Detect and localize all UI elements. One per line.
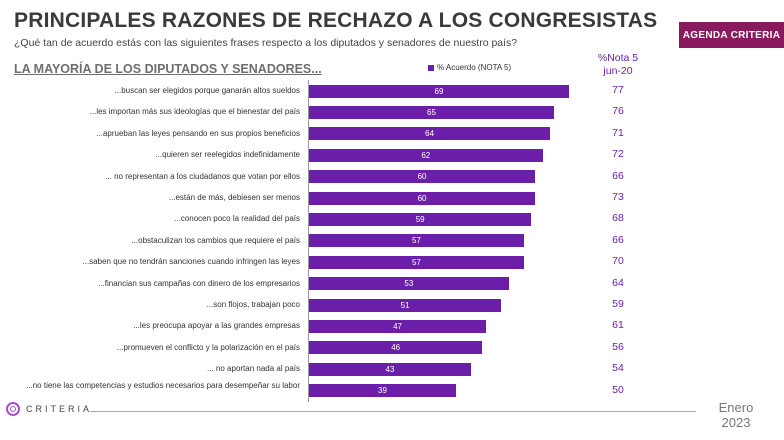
bar: 57 (309, 234, 524, 248)
bar: 65 (309, 105, 554, 119)
comparison-header-line1: %Nota 5 (597, 52, 639, 64)
bar: 46 (309, 341, 483, 355)
category-label: ...están de más, debiesen ser menos (168, 193, 300, 202)
bar-value-label: 57 (411, 236, 421, 246)
category-label: ...conocen poco la realidad del país (174, 214, 300, 224)
bar-value-label: 47 (393, 321, 402, 331)
comparison-value: 72 (612, 148, 624, 161)
bar-value-label: 57 (411, 257, 421, 267)
bar: 51 (309, 298, 502, 312)
bar-value-label: 60 (417, 193, 427, 203)
page-subtitle: ¿Qué tan de acuerdo estás con las siguie… (14, 37, 518, 49)
footer-divider (90, 411, 696, 412)
bar-value-label: 65 (427, 107, 436, 117)
bar: 60 (309, 170, 536, 184)
bar: 60 (309, 191, 536, 205)
legend-label: % Acuerdo (NOTA 5) (437, 63, 512, 72)
bar-value-label: 51 (400, 300, 410, 310)
comparison-value: 70 (612, 255, 624, 268)
bar: 62 (309, 148, 543, 162)
bar-value-label: 43 (385, 364, 395, 374)
bar-value-label: 39 (378, 386, 387, 396)
comparison-header-line2: jun-20 (603, 65, 633, 77)
bar: 57 (309, 255, 524, 269)
category-label: ...saben que no tendrán sanciones cuando… (82, 257, 300, 267)
category-label: ...son flojos, trabajan poco (206, 300, 300, 309)
category-label: ... no aportan nada al país (207, 364, 300, 374)
bar-value-label: 59 (415, 214, 425, 224)
report-date-year: 2023 (721, 415, 751, 430)
comparison-value: 66 (612, 169, 624, 182)
bar-value-label: 64 (425, 129, 435, 139)
category-label: ...aprueban las leyes pensando en sus pr… (96, 128, 300, 138)
bar: 39 (309, 384, 456, 398)
bar: 43 (309, 362, 472, 376)
page-title: PRINCIPALES RAZONES DE RECHAZO A LOS CON… (14, 9, 658, 32)
report-date: Enero 2023 (704, 400, 768, 430)
category-label: ...financian sus campañas con dinero de … (98, 278, 300, 288)
comparison-value: 77 (612, 84, 624, 96)
report-date-month: Enero (718, 400, 754, 415)
criteria-logo-icon (6, 402, 20, 416)
comparison-value: 73 (612, 191, 624, 203)
bar: 64 (309, 127, 551, 141)
category-axis-line (308, 80, 309, 402)
category-label: ... no representan a los ciudadanos que … (105, 171, 300, 181)
bar: 53 (309, 277, 509, 291)
bar-value-label: 62 (421, 150, 431, 160)
section-label: LA MAYORÍA DE LOS DIPUTADOS Y SENADORES.… (14, 62, 322, 76)
bar-value-label: 46 (391, 343, 401, 353)
category-label: ...les preocupa apoyar a las grandes emp… (133, 321, 300, 331)
chart-legend: % Acuerdo (NOTA 5) (428, 63, 511, 72)
bar: 47 (309, 319, 487, 333)
comparison-value: 68 (612, 212, 624, 225)
category-label: ...quieren ser reelegidos indefinidament… (155, 150, 300, 160)
category-label: ...obstaculizan los cambios que requiere… (131, 235, 300, 245)
agenda-badge: AGENDA CRITERIA (679, 22, 784, 48)
comparison-value: 56 (612, 340, 624, 353)
category-label: ...les importan más sus ideologías que e… (89, 107, 300, 117)
comparison-value: 50 (612, 383, 624, 396)
bar-value-label: 53 (404, 279, 414, 289)
category-label: ...no tiene las competencias y estudios … (26, 380, 300, 390)
category-label: ...buscan ser elegidos porque ganarán al… (114, 86, 300, 95)
comparison-value: 61 (612, 319, 624, 332)
bar-value-label: 69 (434, 86, 444, 96)
criteria-logo-text: CRITERIA (26, 404, 93, 414)
comparison-column-header: %Nota 5 jun-20 (586, 52, 650, 78)
category-label: ...promueven el conflicto y la polarizac… (116, 342, 300, 352)
bar: 59 (309, 212, 532, 226)
criteria-logo: CRITERIA (6, 402, 92, 416)
bar: 69 (309, 84, 569, 98)
comparison-value: 54 (612, 362, 624, 375)
comparison-value: 71 (612, 126, 624, 139)
bar-value-label: 60 (417, 172, 427, 182)
comparison-value: 66 (612, 233, 624, 246)
comparison-value: 64 (612, 276, 624, 289)
legend-swatch (428, 64, 434, 71)
comparison-value: 76 (612, 105, 624, 118)
comparison-value: 59 (612, 298, 624, 310)
